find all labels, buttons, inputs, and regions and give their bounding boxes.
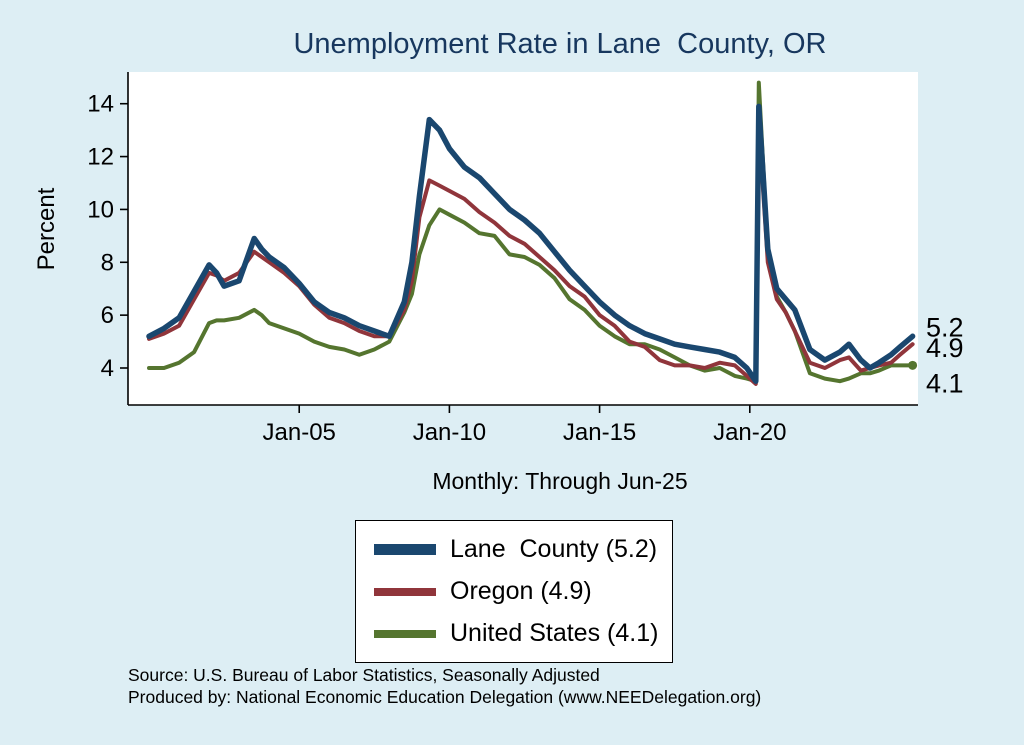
series-end-marker bbox=[908, 360, 918, 370]
x-tick-label: Jan-10 bbox=[413, 419, 486, 446]
x-tick-label: Jan-05 bbox=[263, 419, 336, 446]
legend-swatch-oregon bbox=[374, 587, 436, 596]
legend-item-oregon: Oregon (4.9) bbox=[374, 577, 654, 606]
legend-item-lane-county: Lane County (5.2) bbox=[374, 535, 658, 564]
chart-title: Unemployment Rate in Lane County, OR bbox=[293, 28, 827, 60]
source-notes: Source: U.S. Bureau of Labor Statistics,… bbox=[128, 664, 761, 708]
plot-background bbox=[128, 72, 918, 405]
series-line-oregon bbox=[147, 122, 915, 386]
legend-label-united-states: United States (4.1) bbox=[450, 619, 659, 647]
source-line-1: Source: U.S. Bureau of Labor Statistics,… bbox=[128, 665, 600, 685]
end-label: 5.2 bbox=[926, 312, 964, 342]
legend: Lane County (5.2) Oregon (4.9) United St… bbox=[355, 520, 673, 663]
end-label: 4.9 bbox=[926, 333, 964, 363]
plot-area: 4 6 8 10 12 14 Jan-05 Jan-10 Jan-15 Jan-20 5.2 4.9 4… bbox=[0, 62, 1024, 462]
legend-item-united-states: United States (4.1) bbox=[374, 619, 658, 648]
x-tick-label: Jan-15 bbox=[563, 419, 636, 446]
legend-swatch-lane-county bbox=[374, 544, 436, 555]
chart-subtitle: Monthly: Through Jun-25 bbox=[432, 468, 688, 494]
y-tick-label: 6 bbox=[101, 302, 114, 329]
y-tick-label: 8 bbox=[101, 249, 114, 276]
legend-label-lane-county: Lane County (5.2) bbox=[450, 535, 658, 563]
line-chart: 4 6 8 10 12 14 Jan-05 Jan-10 Jan-15 Jan-20 5.24.9 4… bbox=[87, 72, 964, 446]
y-tick-label: 14 bbox=[87, 91, 114, 118]
end-label: 4.1 bbox=[926, 368, 964, 398]
legend-swatch-united-states bbox=[374, 629, 436, 638]
x-tick-label: Jan-20 bbox=[713, 419, 786, 446]
source-line-2: Produced by: National Economic Education… bbox=[128, 687, 762, 707]
series-line-lane-county bbox=[146, 103, 916, 384]
y-tick-label: 4 bbox=[101, 355, 114, 382]
y-tick-label: 12 bbox=[87, 144, 114, 171]
y-tick-label: 10 bbox=[87, 196, 114, 223]
legend-label-oregon: Oregon (4.9) bbox=[450, 577, 592, 605]
